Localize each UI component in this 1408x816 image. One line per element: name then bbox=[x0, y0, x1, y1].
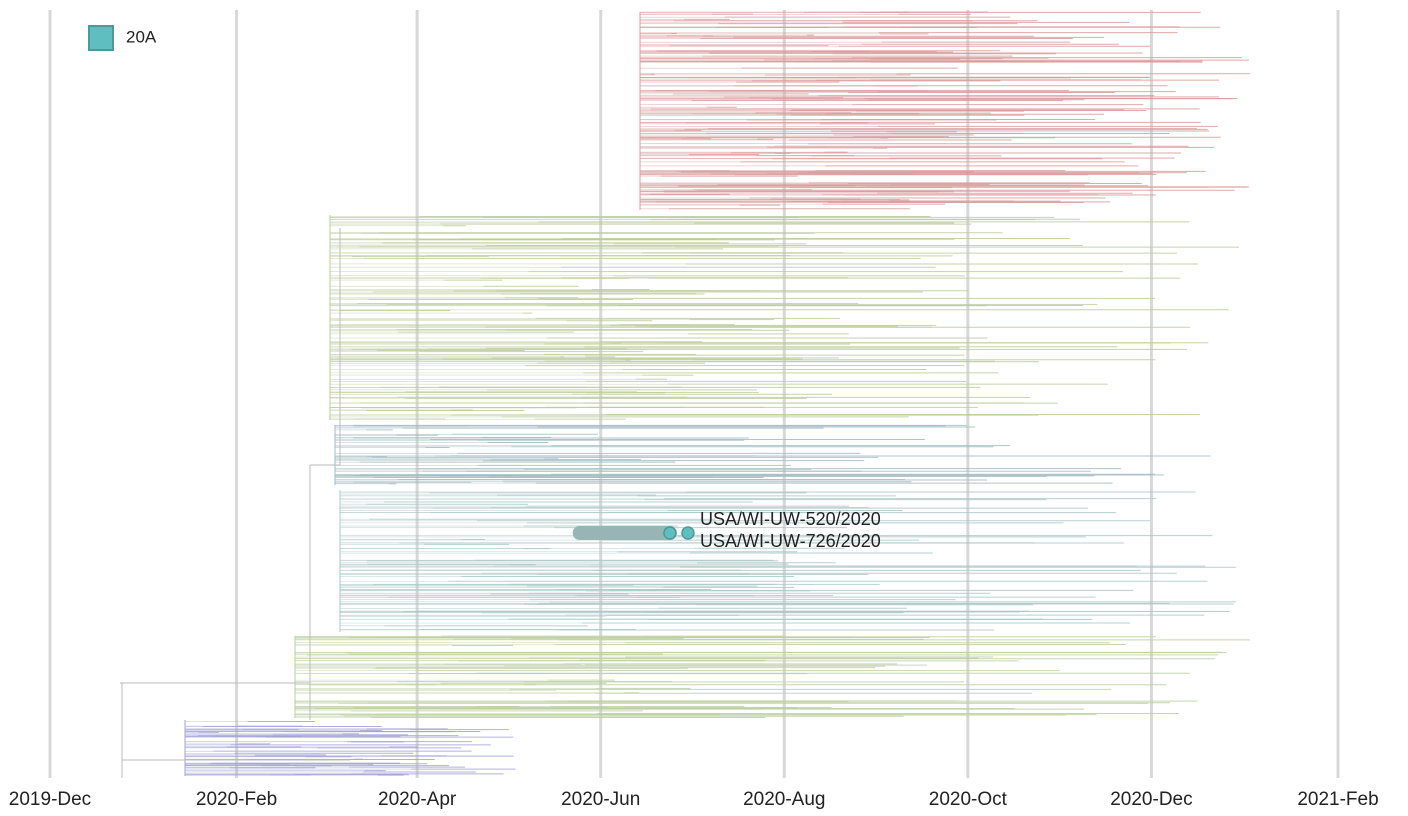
x-tick-label: 2020-Aug bbox=[743, 789, 825, 810]
x-tick-label: 2020-Feb bbox=[196, 789, 277, 810]
legend-swatch bbox=[88, 25, 114, 51]
tip-label: USA/WI-UW-520/2020 bbox=[700, 509, 881, 529]
tip-label: USA/WI-UW-726/2020 bbox=[700, 531, 881, 551]
tip[interactable] bbox=[663, 526, 677, 540]
x-tick-label: 2020-Oct bbox=[929, 789, 1008, 810]
x-tick-label: 2019-Dec bbox=[9, 789, 91, 810]
foreground: 2019-Dec 2020-Feb 2020-Apr 2020-Jun 2020-Aug… bbox=[9, 25, 1379, 810]
x-tick-label: 2020-Jun bbox=[561, 789, 640, 810]
x-tick-label: 2021-Feb bbox=[1297, 789, 1378, 810]
x-tick-label: 2020-Apr bbox=[378, 789, 457, 810]
legend-label: 20A bbox=[126, 27, 157, 46]
tip[interactable] bbox=[681, 526, 695, 540]
branches bbox=[120, 11, 1250, 778]
x-tick-label: 2020-Dec bbox=[1110, 789, 1192, 810]
